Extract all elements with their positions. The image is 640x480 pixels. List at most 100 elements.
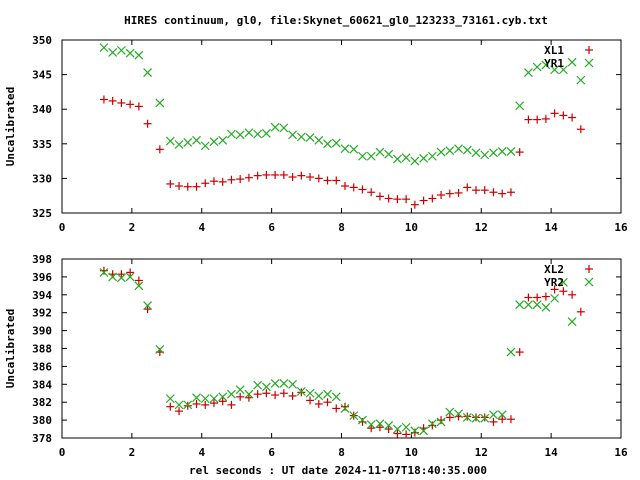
data-point [489, 417, 498, 426]
data-point [125, 272, 135, 282]
y-tick-label: 340 [32, 103, 52, 116]
data-point [463, 412, 472, 421]
data-point [437, 191, 446, 200]
data-point [192, 393, 201, 403]
data-point [306, 173, 315, 182]
y-tick-label: 390 [32, 325, 52, 338]
x-tick-label: 0 [59, 221, 66, 234]
data-point [297, 388, 306, 397]
x-tick-label: 6 [268, 446, 275, 459]
data-point [419, 153, 429, 163]
y-tick-label: 394 [32, 289, 52, 302]
x-tick-label: 16 [614, 446, 628, 459]
data-point [143, 68, 153, 77]
data-point [323, 139, 332, 149]
data-point [523, 68, 533, 77]
data-point [244, 389, 254, 399]
data-point [463, 183, 472, 192]
data-point [568, 290, 577, 299]
y-tick-label: 345 [32, 69, 52, 82]
data-point [559, 111, 568, 120]
data-point [253, 390, 262, 399]
data-point [349, 411, 359, 421]
x-tick-label: 10 [405, 446, 418, 459]
data-point [227, 389, 236, 399]
series-xl2 [99, 266, 585, 439]
data-point [393, 195, 402, 204]
y-tick-label: 330 [32, 172, 52, 185]
data-point [165, 136, 175, 146]
data-point [236, 175, 245, 184]
data-point [174, 140, 184, 149]
x-tick-label: 10 [405, 221, 418, 234]
data-point [366, 420, 376, 429]
data-point [270, 378, 280, 388]
data-point [261, 128, 271, 138]
data-point [367, 188, 376, 197]
chart-title: HIRES continuum, gl0, file:Skynet_60621_… [124, 14, 548, 27]
y-tick-label: 398 [32, 253, 52, 266]
x-tick-label: 0 [59, 446, 66, 459]
data-point [576, 125, 585, 134]
x-tick-label: 14 [545, 446, 559, 459]
x-tick-label: 12 [475, 221, 488, 234]
data-point [471, 148, 481, 158]
legend-marker [584, 58, 594, 68]
data-point [358, 151, 367, 161]
y-tick-label: 386 [32, 360, 52, 373]
data-point [201, 400, 210, 409]
data-point [218, 397, 227, 406]
data-point [174, 400, 184, 410]
data-point [366, 151, 376, 161]
data-point [384, 194, 393, 203]
data-point [165, 394, 175, 404]
series-yr2 [99, 268, 577, 436]
data-point [279, 378, 289, 388]
data-point [143, 119, 152, 128]
data-point [454, 188, 463, 197]
data-point [384, 421, 394, 430]
y-tick-label: 382 [32, 396, 52, 409]
data-point [533, 293, 542, 302]
data-point [143, 305, 152, 314]
data-point [235, 130, 245, 140]
data-point [314, 399, 323, 408]
data-point [402, 195, 411, 204]
data-point [323, 176, 332, 185]
x-tick-label: 16 [614, 221, 628, 234]
data-point [401, 153, 411, 163]
data-point [332, 176, 341, 185]
data-point [401, 422, 411, 432]
data-point [155, 145, 164, 154]
data-point [227, 400, 236, 409]
data-point [576, 307, 585, 316]
data-point [532, 300, 542, 310]
legend-marker [585, 46, 593, 54]
data-point [524, 293, 533, 302]
data-point [358, 185, 367, 194]
data-point [192, 182, 201, 191]
bottom-panel: 0 2 4 6 8 10 12 14 16 378 380 382 384 386 388 390 392 394… [4, 253, 628, 459]
data-point [523, 300, 533, 310]
data-point [175, 407, 184, 416]
data-point [497, 146, 507, 156]
legend-label: XL1 [544, 44, 564, 57]
data-point [428, 421, 437, 430]
data-point [262, 389, 271, 398]
y-axis-label: Uncalibrated [4, 309, 17, 388]
y-tick-label: 335 [32, 138, 52, 151]
data-point [296, 387, 306, 396]
data-point [183, 401, 192, 410]
data-point [183, 137, 193, 147]
data-point [568, 113, 577, 122]
x-tick-label: 6 [268, 221, 275, 234]
data-point [462, 145, 472, 155]
data-point [445, 146, 455, 156]
data-point [349, 183, 358, 192]
data-point [209, 394, 219, 404]
y-tick-label: 325 [32, 207, 52, 220]
x-tick-label: 14 [545, 221, 559, 234]
data-point [515, 101, 525, 111]
legend-label: XL2 [544, 263, 564, 276]
data-point [143, 301, 153, 310]
